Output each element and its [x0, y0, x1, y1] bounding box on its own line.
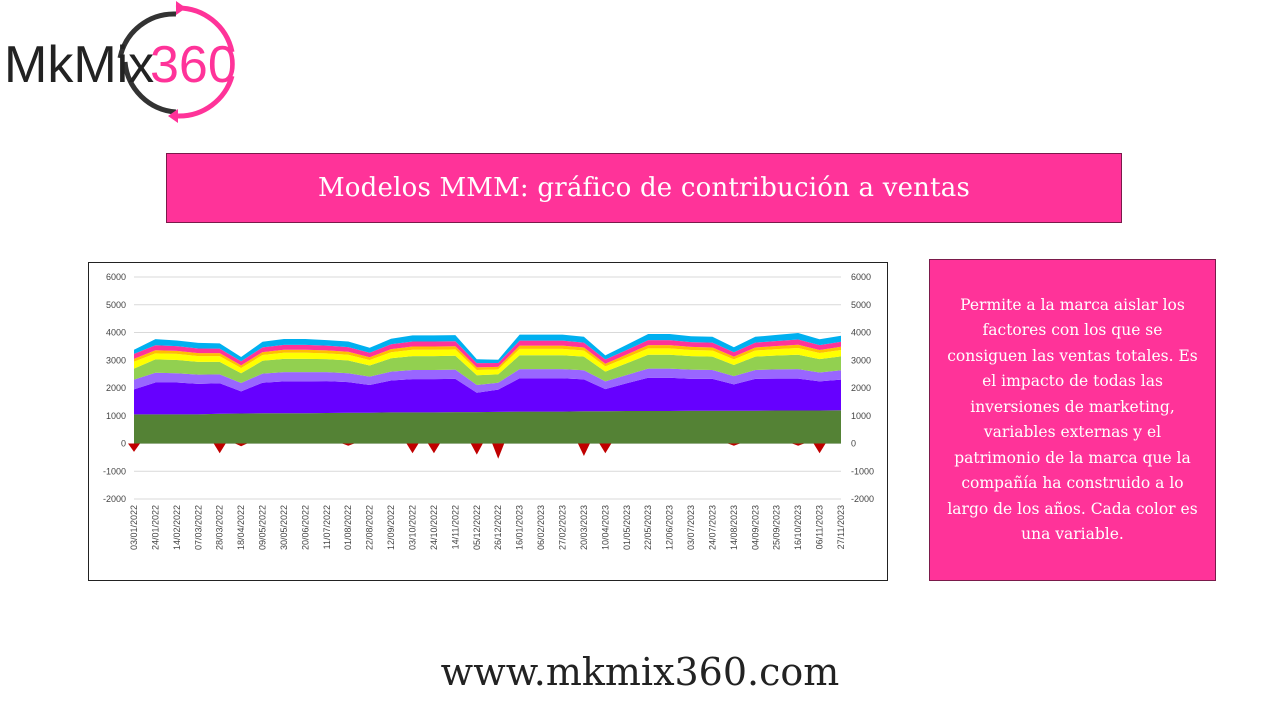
- x-tick-label: 01/08/2022: [343, 505, 353, 550]
- negative-contribution-mark: [427, 443, 440, 454]
- x-tick-label: 09/05/2022: [258, 505, 268, 550]
- negative-contribution-mark: [406, 443, 419, 454]
- series-area-2: [134, 377, 841, 415]
- y-tick-label-left: 2000: [106, 383, 126, 393]
- y-tick-label-right: -1000: [851, 466, 874, 476]
- y-tick-label-left: 1000: [106, 411, 126, 421]
- x-tick-label: 11/07/2022: [322, 505, 332, 549]
- series-area-7: [134, 339, 841, 368]
- title-banner: Modelos MMM: gráfico de contribución a v…: [166, 153, 1122, 223]
- negative-contribution-mark: [727, 443, 740, 446]
- negative-contribution-mark: [577, 443, 590, 456]
- y-tick-label-left: -1000: [103, 466, 126, 476]
- x-tick-label: 28/03/2022: [215, 505, 225, 550]
- x-tick-label: 01/05/2023: [622, 505, 632, 550]
- x-tick-label: 12/06/2023: [665, 505, 675, 550]
- x-tick-label: 12/09/2022: [386, 505, 396, 550]
- logo-graphic: MkMix 360: [4, 1, 237, 123]
- x-tick-label: 24/01/2022: [150, 505, 160, 550]
- x-tick-label: 04/09/2023: [750, 505, 760, 550]
- x-tick-label: 22/05/2023: [643, 505, 653, 550]
- series-area-1: [134, 410, 841, 444]
- page-title: Modelos MMM: gráfico de contribución a v…: [317, 173, 971, 203]
- x-tick-label: 07/03/2022: [193, 505, 203, 550]
- y-tick-label-right: 2000: [851, 383, 871, 393]
- x-tick-label: 03/01/2022: [129, 505, 139, 550]
- y-tick-label-left: 5000: [106, 300, 126, 310]
- negative-contribution-mark: [492, 443, 505, 459]
- x-tick-label: 05/12/2022: [472, 505, 482, 550]
- x-tick-label: 22/08/2022: [365, 505, 375, 550]
- series-area-3: [134, 368, 841, 393]
- x-tick-label: 24/07/2023: [707, 505, 717, 550]
- contribution-chart-svg: -2000 -2000 -1000 -1000 0 0 1000 1000 2000 2000 30…: [103, 272, 874, 550]
- x-tick-label: 14/08/2023: [729, 505, 739, 550]
- y-tick-label-left: 3000: [106, 355, 126, 365]
- x-tick-label: 27/02/2023: [557, 505, 567, 550]
- x-tick-label: 03/10/2022: [408, 505, 418, 550]
- series-area-6: [134, 344, 841, 370]
- negative-contribution-mark: [792, 443, 805, 446]
- x-tick-label: 14/11/2022: [450, 505, 460, 549]
- negative-contribution-mark: [470, 443, 483, 455]
- negative-contribution-mark: [813, 443, 826, 454]
- x-tick-label: 18/04/2022: [236, 505, 246, 550]
- website-url[interactable]: www.mkmix360.com: [440, 650, 840, 694]
- y-tick-label-right: 1000: [851, 411, 871, 421]
- y-tick-label-left: -2000: [103, 494, 126, 504]
- logo-text-accent: 360: [150, 36, 237, 94]
- x-tick-label: 14/02/2022: [172, 505, 182, 550]
- x-tick-label: 16/01/2023: [515, 505, 525, 550]
- x-tick-label: 16/10/2023: [793, 505, 803, 550]
- negative-contribution-mark: [599, 443, 612, 454]
- y-tick-label-right: 3000: [851, 355, 871, 365]
- y-tick-label-left: 6000: [106, 272, 126, 282]
- y-tick-label-left: 4000: [106, 328, 126, 338]
- x-tick-label: 10/04/2023: [600, 505, 610, 550]
- negative-contribution-mark: [128, 443, 140, 452]
- y-tick-label-right: 6000: [851, 272, 871, 282]
- x-tick-label: 24/10/2022: [429, 505, 439, 550]
- y-tick-label-right: 5000: [851, 300, 871, 310]
- x-tick-label: 26/12/2022: [493, 505, 503, 550]
- series-area-5: [134, 348, 841, 376]
- x-tick-label: 03/07/2023: [686, 505, 696, 550]
- description-box: Permite a la marca aislar los factores c…: [929, 259, 1216, 581]
- y-tick-label-right: 0: [851, 439, 856, 449]
- y-tick-label-right: 4000: [851, 328, 871, 338]
- negative-contribution-mark: [213, 443, 226, 454]
- series-area-4: [134, 354, 841, 385]
- negative-contribution-mark: [342, 443, 355, 446]
- mkmix360-logo: MkMix 360: [0, 0, 250, 125]
- description-text: Permite a la marca aislar los factores c…: [947, 295, 1198, 544]
- contribution-chart: -2000 -2000 -1000 -1000 0 0 1000 1000 2000 2000 30…: [88, 262, 888, 581]
- series-area-8: [134, 333, 841, 364]
- x-tick-label: 27/11/2023: [836, 505, 846, 549]
- logo-text-main: MkMix: [4, 36, 154, 94]
- x-tick-label: 20/03/2023: [579, 505, 589, 550]
- x-tick-label: 20/06/2022: [300, 505, 310, 550]
- y-tick-label-right: -2000: [851, 494, 874, 504]
- x-tick-label: 25/09/2023: [772, 505, 782, 550]
- x-tick-label: 06/11/2023: [815, 505, 825, 549]
- x-tick-label: 06/02/2023: [536, 505, 546, 550]
- negative-contribution-mark: [235, 443, 248, 447]
- y-tick-label-left: 0: [121, 439, 126, 449]
- x-tick-label: 30/05/2022: [279, 505, 289, 550]
